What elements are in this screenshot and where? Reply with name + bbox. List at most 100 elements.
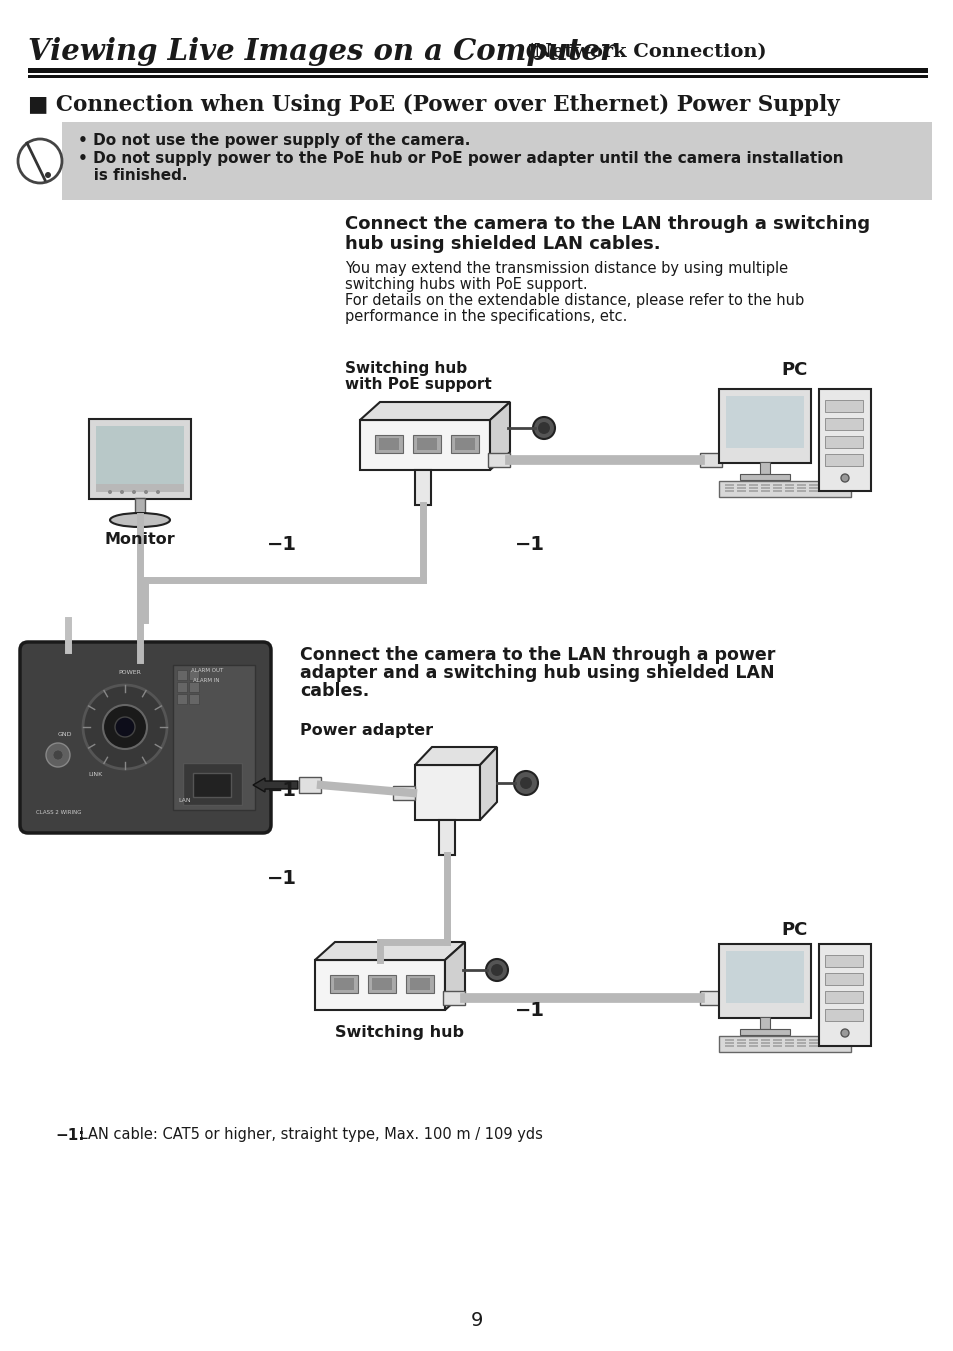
Bar (725, 396, 803, 449)
Bar (410, 978, 430, 990)
Bar (438, 820, 455, 855)
Circle shape (514, 771, 537, 794)
Circle shape (841, 1029, 848, 1038)
Bar (378, 438, 398, 450)
Bar (808, 486, 817, 489)
Bar (406, 975, 434, 993)
Polygon shape (415, 747, 497, 765)
Bar (135, 499, 145, 513)
Circle shape (45, 172, 51, 178)
Bar (737, 1046, 745, 1047)
Circle shape (103, 705, 147, 748)
Circle shape (120, 490, 124, 494)
Bar (413, 435, 440, 453)
Bar (832, 1042, 841, 1044)
Circle shape (485, 959, 507, 981)
Bar (772, 1039, 781, 1042)
FancyBboxPatch shape (719, 389, 810, 463)
Circle shape (491, 965, 502, 975)
Text: LAN cable: CAT5 or higher, straight type, Max. 100 m / 109 yds: LAN cable: CAT5 or higher, straight type… (75, 1128, 542, 1143)
Text: Monitor: Monitor (105, 532, 175, 547)
Bar (359, 420, 490, 470)
Bar (96, 484, 184, 492)
Bar (796, 1039, 805, 1042)
Bar (760, 486, 769, 489)
Bar (760, 1039, 769, 1042)
Bar (832, 484, 841, 486)
Bar (740, 1029, 789, 1035)
Circle shape (115, 717, 135, 738)
Text: You may extend the transmission distance by using multiple: You may extend the transmission distance… (345, 261, 787, 276)
Bar (28, 76, 927, 78)
Bar (96, 426, 184, 486)
Bar (796, 490, 805, 492)
Circle shape (132, 490, 136, 494)
Bar (821, 484, 829, 486)
Circle shape (18, 139, 62, 182)
Text: Connect the camera to the LAN through a switching: Connect the camera to the LAN through a … (345, 215, 869, 232)
Text: PC: PC (781, 921, 807, 939)
Bar (760, 1017, 769, 1029)
Bar (796, 484, 805, 486)
Text: adapter and a switching hub using shielded LAN: adapter and a switching hub using shield… (299, 663, 774, 682)
Polygon shape (444, 942, 464, 1011)
Polygon shape (490, 403, 510, 470)
Bar (748, 484, 758, 486)
Circle shape (83, 685, 167, 769)
Text: with PoE support: with PoE support (345, 377, 491, 393)
Ellipse shape (110, 513, 170, 527)
Bar (725, 951, 803, 1002)
Bar (821, 1046, 829, 1047)
Bar (784, 486, 793, 489)
Text: GND: GND (58, 732, 72, 738)
Bar (824, 955, 862, 967)
Text: performance in the specifications, etc.: performance in the specifications, etc. (345, 308, 627, 323)
Bar (824, 1009, 862, 1021)
Bar (375, 435, 402, 453)
Polygon shape (479, 747, 497, 820)
Bar (824, 400, 862, 412)
Bar (334, 978, 354, 990)
Bar (724, 1046, 733, 1047)
Bar (193, 773, 231, 797)
FancyBboxPatch shape (818, 944, 870, 1046)
Bar (784, 1039, 793, 1042)
Text: is finished.: is finished. (78, 169, 188, 184)
Bar (821, 490, 829, 492)
Bar (724, 486, 733, 489)
Text: Viewing Live Images on a Computer: Viewing Live Images on a Computer (28, 38, 615, 66)
Bar (772, 1046, 781, 1047)
Circle shape (53, 750, 63, 761)
Bar (760, 1046, 769, 1047)
Text: • Do not use the power supply of the camera.: • Do not use the power supply of the cam… (78, 132, 470, 147)
Text: LAN: LAN (178, 797, 191, 802)
Bar (189, 682, 199, 692)
Text: −1: −1 (267, 535, 296, 554)
Text: −1: −1 (515, 1001, 544, 1020)
Bar (808, 1046, 817, 1047)
Bar (393, 786, 415, 800)
FancyBboxPatch shape (20, 642, 271, 834)
Circle shape (144, 490, 148, 494)
Bar (760, 462, 769, 474)
Bar (368, 975, 395, 993)
Bar (330, 975, 357, 993)
Bar (824, 417, 862, 430)
FancyBboxPatch shape (183, 763, 242, 805)
Text: LINK: LINK (88, 773, 102, 777)
Bar (724, 1042, 733, 1044)
Bar (737, 486, 745, 489)
Circle shape (156, 490, 160, 494)
Bar (748, 1046, 758, 1047)
Bar (314, 961, 444, 1011)
Bar (724, 484, 733, 486)
Bar (737, 1042, 745, 1044)
FancyBboxPatch shape (818, 389, 870, 490)
FancyBboxPatch shape (719, 1036, 850, 1052)
Bar (724, 490, 733, 492)
Bar (832, 1039, 841, 1042)
Bar (796, 1042, 805, 1044)
Text: 9: 9 (471, 1310, 482, 1329)
Bar (416, 438, 436, 450)
Bar (784, 1042, 793, 1044)
